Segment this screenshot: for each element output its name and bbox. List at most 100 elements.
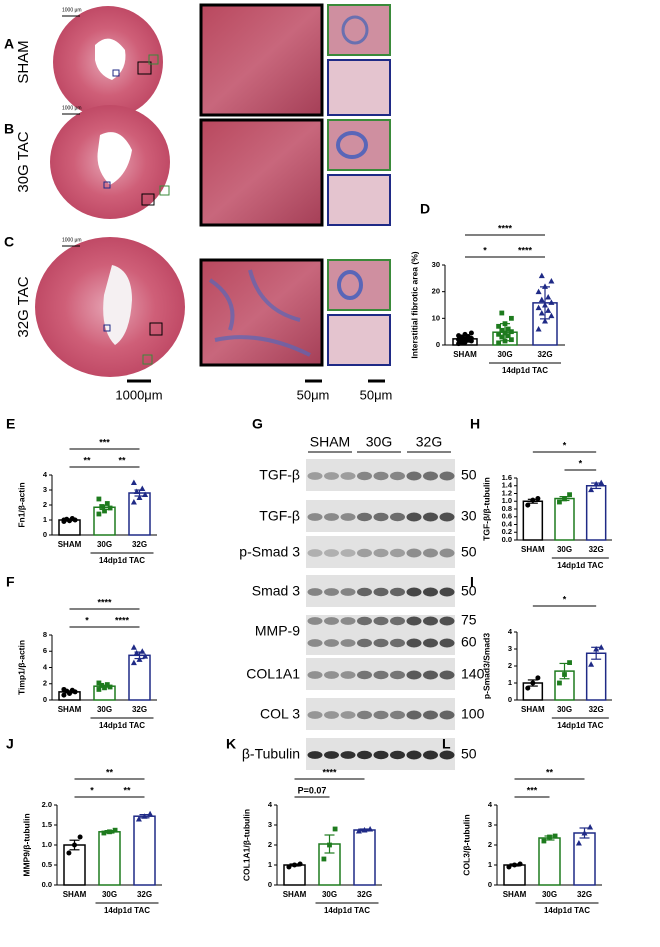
molecular-weight: 100	[461, 706, 485, 722]
y-tick-label: 2.0	[42, 800, 52, 809]
blot-band	[439, 670, 455, 680]
data-point	[104, 682, 110, 687]
data-point	[502, 330, 508, 336]
y-tick-label: 6	[43, 646, 47, 655]
blot-band	[307, 549, 323, 557]
data-point	[462, 331, 468, 337]
image-scale-text: 1000 μm	[62, 7, 82, 13]
blot-band	[357, 587, 372, 597]
significance-label: **	[83, 455, 91, 465]
blot-band	[390, 548, 405, 558]
scale-bar-label: 50μm	[360, 387, 393, 402]
panel-letter: E	[6, 416, 15, 432]
significance-label: ****	[97, 597, 112, 607]
blot-band	[357, 638, 372, 648]
data-point	[141, 813, 148, 819]
data-point	[456, 333, 462, 339]
lane-label: 30G	[366, 434, 392, 450]
data-point	[139, 485, 146, 491]
blot-band	[357, 548, 372, 558]
blot-band	[340, 671, 356, 679]
blot-band	[439, 587, 455, 597]
y-tick-label: 20	[432, 287, 440, 296]
data-point	[496, 340, 501, 346]
y-tick-label: 0	[43, 695, 47, 704]
data-point	[96, 687, 102, 692]
blot-band	[439, 638, 455, 648]
lane-label: 32G	[416, 434, 442, 450]
data-point	[598, 479, 605, 486]
data-point	[545, 294, 552, 300]
data-point	[142, 653, 149, 659]
blot-band	[390, 670, 405, 680]
x-tick-label: 30G	[97, 540, 112, 549]
data-point	[505, 326, 511, 332]
image-scale-text: 1000 μm	[62, 237, 82, 243]
data-point	[499, 310, 505, 316]
blot-band	[423, 616, 438, 626]
blot-band	[423, 670, 438, 680]
data-point	[509, 337, 514, 343]
y-tick-label: 0.4	[502, 519, 513, 528]
blot-band	[373, 638, 389, 648]
y-tick-label: 3	[508, 644, 512, 653]
data-point	[297, 861, 303, 867]
data-point	[545, 307, 552, 313]
data-point	[101, 830, 107, 836]
significance-label: **	[123, 785, 131, 795]
blot-band	[340, 639, 356, 647]
x-tick-label: SHAM	[503, 890, 527, 899]
group-label: 14dp1d TAC	[104, 906, 150, 915]
y-tick-label: 0	[436, 340, 440, 349]
bar	[585, 485, 607, 541]
blot-band	[406, 670, 422, 680]
significance-label: ****	[322, 767, 337, 777]
data-point	[139, 648, 146, 654]
x-tick-label: 32G	[577, 890, 592, 899]
data-point	[107, 684, 113, 690]
data-point	[459, 340, 465, 346]
data-point	[499, 334, 505, 340]
data-point	[530, 680, 536, 686]
blot-row-label: COL1A1	[246, 666, 300, 682]
bar	[554, 497, 575, 541]
blot-band	[357, 471, 372, 481]
x-tick-label: 30G	[102, 890, 117, 899]
data-point	[66, 850, 72, 856]
y-tick-label: 30	[432, 260, 440, 269]
blot-band	[373, 750, 389, 760]
data-point	[538, 296, 545, 303]
x-tick-label: 32G	[537, 350, 552, 359]
blot-band	[324, 639, 339, 647]
molecular-weight: 60	[461, 634, 477, 650]
y-tick-label: 1.0	[42, 840, 52, 849]
blot-band	[307, 617, 323, 625]
blot-band	[340, 513, 356, 521]
blot-band	[324, 671, 339, 679]
y-tick-label: 2	[268, 840, 272, 849]
blot-band	[324, 549, 339, 557]
blot-band	[324, 472, 339, 480]
data-point	[96, 511, 102, 517]
blot-band	[357, 670, 372, 680]
x-tick-label: SHAM	[521, 545, 545, 554]
blot-band	[423, 587, 438, 597]
data-point	[77, 834, 83, 840]
significance-label: *	[563, 440, 567, 450]
y-axis-label: Interstitial fibrotic area (%)	[409, 251, 419, 358]
data-point	[535, 496, 541, 502]
y-tick-label: 0.5	[42, 860, 52, 869]
blot-band	[324, 617, 339, 625]
significance-label: *	[90, 785, 94, 795]
panel-letter: G	[252, 416, 263, 432]
data-point	[547, 834, 552, 840]
data-point	[286, 864, 292, 870]
bar	[63, 844, 86, 886]
y-tick-label: 3	[488, 820, 492, 829]
molecular-weight: 75	[461, 612, 477, 628]
blot-band	[406, 587, 422, 597]
group-label: 14dp1d TAC	[544, 906, 590, 915]
group-label: 14dp1d TAC	[557, 561, 603, 570]
data-point	[562, 496, 567, 502]
blot-band	[340, 617, 356, 625]
